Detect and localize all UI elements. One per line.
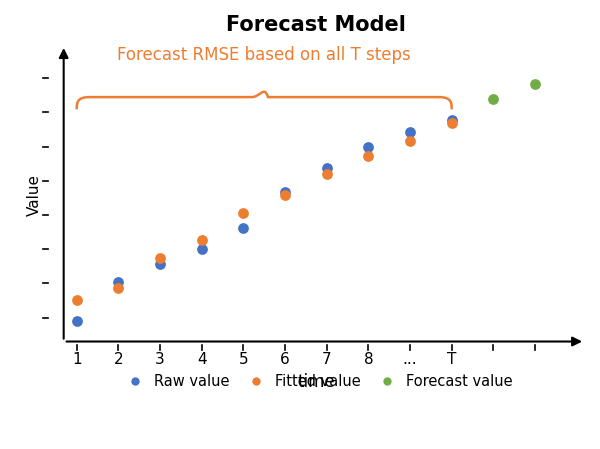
- Raw value: [72, 317, 82, 324]
- Fitted value: [280, 191, 290, 198]
- Title: Forecast Model: Forecast Model: [226, 15, 406, 35]
- Raw value: [322, 164, 331, 172]
- Fitted value: [364, 152, 373, 159]
- Fitted value: [405, 137, 415, 145]
- Text: Forecast RMSE based on all T steps: Forecast RMSE based on all T steps: [118, 46, 411, 64]
- Y-axis label: Value: Value: [27, 174, 42, 216]
- Raw value: [197, 245, 206, 252]
- Legend: Raw value, Fitted value, Forecast value: Raw value, Fitted value, Forecast value: [115, 369, 518, 395]
- Forecast value: [530, 80, 540, 88]
- Raw value: [364, 143, 373, 150]
- Fitted value: [239, 209, 248, 216]
- Fitted value: [322, 170, 331, 177]
- Forecast value: [488, 96, 498, 103]
- Raw value: [155, 260, 165, 267]
- Fitted value: [113, 284, 123, 291]
- Raw value: [239, 224, 248, 231]
- Raw value: [280, 188, 290, 195]
- Raw value: [447, 116, 457, 123]
- X-axis label: time: time: [298, 373, 335, 391]
- Fitted value: [197, 236, 206, 243]
- Raw value: [405, 128, 415, 136]
- Fitted value: [155, 254, 165, 261]
- Raw value: [113, 278, 123, 285]
- Fitted value: [72, 296, 82, 303]
- Fitted value: [447, 119, 457, 127]
